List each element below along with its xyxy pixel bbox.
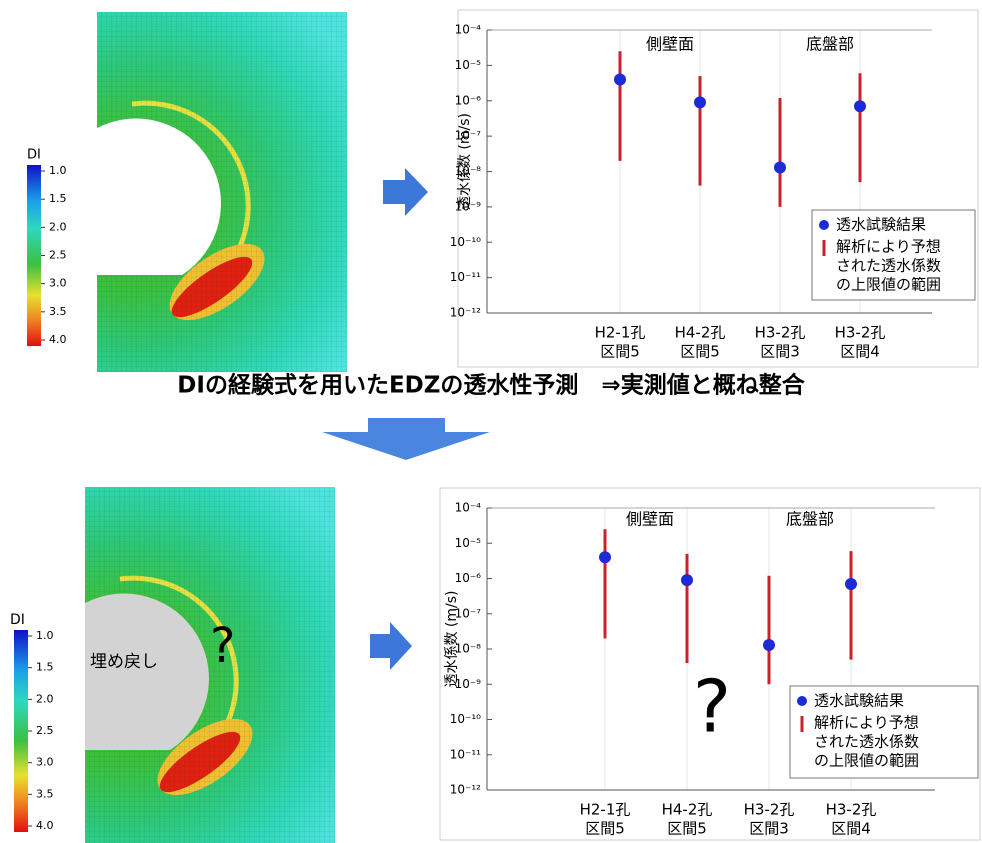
legend-label: の上限値の範囲 [836,276,941,294]
legend-label: 解析により予想 [836,238,941,256]
legend-label: 透水試験結果 [836,216,926,234]
y-tick-label: 10⁻⁵ [455,58,482,72]
y-axis-label: 透水係数 (m/s) [457,113,473,210]
colorbar-label: 1.0 [49,164,67,177]
legend-label: 解析により予想 [814,714,919,732]
x-tick-label: 区間4 [831,820,871,838]
legend-label: された透水係数 [836,257,941,275]
colorbar-label: 2.5 [49,249,67,262]
x-tick-label: H3-2孔 [835,324,886,342]
colorbar-label: 3.5 [36,787,54,800]
caption: DIの経験式を用いたEDZの透水性予測 ⇒実測値と概ね整合 [177,372,805,399]
point [854,100,866,112]
arrow-right [370,622,412,670]
x-tick-label: H3-2孔 [744,801,795,819]
legend-label: 透水試験結果 [814,692,904,710]
y-tick-label: 10⁻⁴ [455,23,482,37]
mesh-bottom: 埋め戻し ? [85,487,335,843]
chart: H2-1孔区間5H4-2孔区間5H3-2孔区間3H3-2孔区間410⁻¹²10⁻… [440,488,980,840]
colorbar-label: 1.5 [49,192,67,205]
y-tick-label: 10⁻¹² [450,783,481,797]
y-tick-label: 10⁻⁵ [455,536,482,550]
legend-label: された透水係数 [814,733,919,751]
annotation: 底盤部 [806,35,854,54]
y-axis-label: 透水係数 (m/s) [444,590,460,687]
x-tick-label: 区間5 [680,343,720,361]
annotation: 側壁面 [626,510,674,529]
colorbar-label: 3.0 [49,277,67,290]
x-tick-label: H2-1孔 [595,324,646,342]
x-tick-label: 区間3 [749,820,789,838]
colorbar-label: 3.0 [36,756,54,769]
arrow-right [383,168,428,216]
legend-marker [797,696,807,706]
x-tick-label: 区間4 [840,343,880,361]
colorbar-title: DI [27,148,41,163]
colorbar-label: 2.0 [49,220,67,233]
colorbar-label: 2.5 [36,724,54,737]
x-tick-label: H2-1孔 [580,801,631,819]
y-tick-label: 10⁻¹² [450,306,481,320]
colorbar-label: 4.0 [36,819,54,832]
point [614,73,626,85]
x-tick-label: H3-2孔 [755,324,806,342]
x-tick-label: 区間5 [667,820,707,838]
x-tick-label: H4-2孔 [662,801,713,819]
point [681,574,693,586]
point [694,96,706,108]
y-tick-label: 10⁻⁴ [455,501,482,515]
point [599,551,611,563]
legend-label: の上限値の範囲 [814,752,919,770]
y-tick-label: 10⁻⁶ [455,93,482,107]
colorbar-label: 1.5 [36,661,54,674]
annotation: ? [693,665,731,749]
backfill-label: 埋め戻し [90,652,158,672]
legend-marker [819,220,829,230]
colorbar-label: 3.5 [49,305,67,318]
colorbar-label: 2.0 [36,692,54,705]
x-tick-label: 区間5 [600,343,640,361]
colorbar-label: 1.0 [36,629,54,642]
y-tick-label: 10⁻¹¹ [450,747,481,761]
page: 埋め戻し ? DIの経験式を用いたEDZの透水性予測 ⇒実測値と概ね整合 DI 1… [0,0,982,843]
point [763,639,775,651]
x-tick-label: H4-2孔 [675,324,726,342]
colorbar-title: DI [10,612,25,628]
y-tick-label: 10⁻⁶ [455,571,482,585]
question-mark: ? [210,618,235,674]
colorbar-label: 4.0 [49,333,67,346]
y-tick-label: 10⁻¹⁰ [450,712,481,726]
point [845,578,857,590]
x-tick-label: H3-2孔 [826,801,877,819]
slide: 埋め戻し ? DIの経験式を用いたEDZの透水性予測 ⇒実測値と概ね整合 DI 1… [0,0,982,843]
chart: H2-1孔区間5H4-2孔区間5H3-2孔区間3H3-2孔区間410⁻¹²10⁻… [450,10,978,367]
point [774,161,786,173]
x-tick-label: 区間3 [760,343,800,361]
annotation: 底盤部 [786,510,834,529]
y-tick-label: 10⁻¹⁰ [450,235,481,249]
y-tick-label: 10⁻¹¹ [450,270,481,284]
colorbar [14,630,28,832]
mesh-top [97,12,347,372]
annotation: 側壁面 [646,35,694,54]
x-tick-label: 区間5 [585,820,625,838]
arrow-down [322,418,490,460]
colorbar [27,165,41,346]
